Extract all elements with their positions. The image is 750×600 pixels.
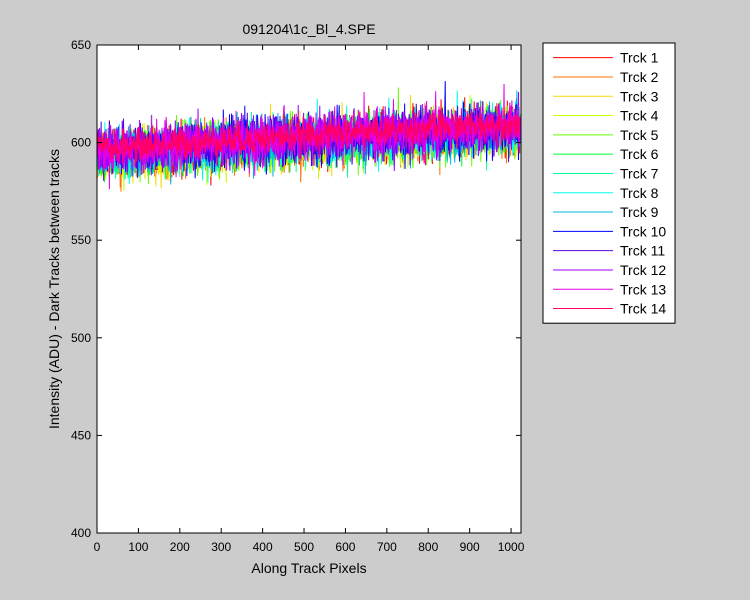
legend-entry-label: Trck 6: [620, 146, 659, 162]
x-tick-label: 200: [170, 540, 190, 554]
chart-title: 091204\1c_Bl_4.SPE: [242, 21, 375, 37]
x-tick-label: 0: [94, 540, 101, 554]
y-tick-label: 450: [71, 428, 91, 442]
y-tick-label: 500: [71, 331, 91, 345]
ticks-layer: 0 100 200 300 400 500 600 700 800 900 1000 400 450 50…: [71, 38, 525, 554]
x-tick-label: 900: [460, 540, 480, 554]
x-tick-label: 300: [211, 540, 231, 554]
legend-entry-label: Trck 9: [620, 204, 659, 220]
legend-entry-label: Trck 3: [620, 88, 659, 104]
legend: Trck 1 Trck 2 Trck 3 Trck 4 Trck 5 Trck 6 Trck…: [542, 42, 676, 324]
x-axis-label: Along Track Pixels: [251, 560, 366, 576]
plot-frame: [96, 44, 522, 534]
x-tick-label: 500: [294, 540, 314, 554]
x-tick-label: 1000: [498, 540, 525, 554]
y-tick-label: 550: [71, 233, 91, 247]
legend-entry-label: Trck 1: [620, 50, 659, 66]
series-layer: [96, 81, 522, 192]
x-tick-label: 100: [128, 540, 148, 554]
y-tick-label: 600: [71, 136, 91, 150]
legend-entry-label: Trck 12: [620, 262, 666, 278]
legend-entry-label: Trck 2: [620, 69, 659, 85]
x-tick-label: 700: [377, 540, 397, 554]
legend-entry-label: Trck 4: [620, 108, 659, 124]
y-tick-label: 650: [71, 38, 91, 52]
x-tick-label: 600: [335, 540, 355, 554]
legend-entry-label: Trck 11: [620, 243, 665, 259]
y-tick-label: 400: [71, 526, 91, 540]
legend-entry-label: Trck 8: [620, 185, 659, 201]
x-tick-label: 800: [418, 540, 438, 554]
y-axis-label: Intensity (ADU) - Dark Tracks between tr…: [46, 149, 62, 429]
x-tick-label: 400: [253, 540, 273, 554]
legend-entry-label: Trck 5: [620, 127, 659, 143]
series-line-trck-14: [96, 102, 522, 165]
legend-entry-label: Trck 14: [620, 301, 666, 317]
legend-entry-label: Trck 10: [620, 223, 666, 239]
legend-box: [542, 42, 676, 324]
legend-entry-label: Trck 13: [620, 281, 666, 297]
legend-entry-label: Trck 7: [620, 165, 659, 181]
